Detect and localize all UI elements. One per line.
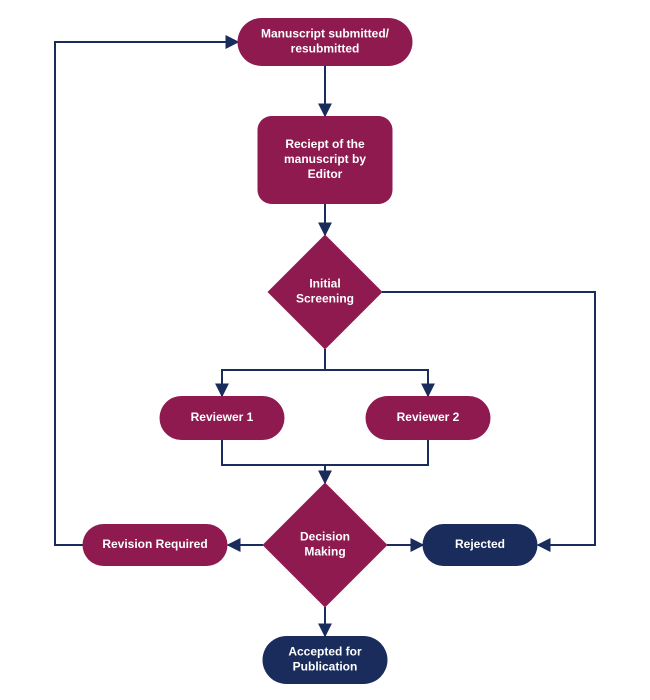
node-screening: InitialScreening bbox=[268, 235, 383, 350]
node-label: resubmitted bbox=[291, 42, 360, 56]
node-label: manuscript by bbox=[284, 152, 366, 166]
node-label: Accepted for bbox=[288, 645, 362, 659]
node-label: Rejected bbox=[455, 537, 505, 551]
node-label: Reviewer 2 bbox=[397, 410, 460, 424]
node-label: Making bbox=[304, 545, 345, 559]
node-decision: DecisionMaking bbox=[263, 483, 388, 608]
node-label: Screening bbox=[296, 292, 354, 306]
node-label: Reciept of the bbox=[285, 137, 365, 151]
nodes-group: Manuscript submitted/resubmitted Reciept … bbox=[83, 18, 538, 684]
node-label: Revision Required bbox=[102, 537, 207, 551]
flowchart-canvas: Manuscript submitted/resubmitted Reciept … bbox=[0, 0, 650, 700]
node-rejected: Rejected bbox=[423, 524, 538, 566]
node-label: Publication bbox=[293, 660, 358, 674]
edge bbox=[325, 370, 428, 396]
edge bbox=[222, 349, 325, 396]
node-revision: Revision Required bbox=[83, 524, 228, 566]
node-receipt: Reciept of themanuscript byEditor bbox=[258, 116, 393, 204]
edge bbox=[222, 440, 428, 465]
node-reviewer2: Reviewer 2 bbox=[366, 396, 491, 440]
edge bbox=[55, 42, 238, 545]
node-label: Reviewer 1 bbox=[191, 410, 254, 424]
node-submitted: Manuscript submitted/resubmitted bbox=[238, 18, 413, 66]
node-label: Manuscript submitted/ bbox=[261, 27, 390, 41]
node-label: Editor bbox=[308, 167, 343, 181]
node-reviewer1: Reviewer 1 bbox=[160, 396, 285, 440]
node-accepted: Accepted forPublication bbox=[263, 636, 388, 684]
node-label: Initial bbox=[309, 277, 340, 291]
node-label: Decision bbox=[300, 530, 350, 544]
